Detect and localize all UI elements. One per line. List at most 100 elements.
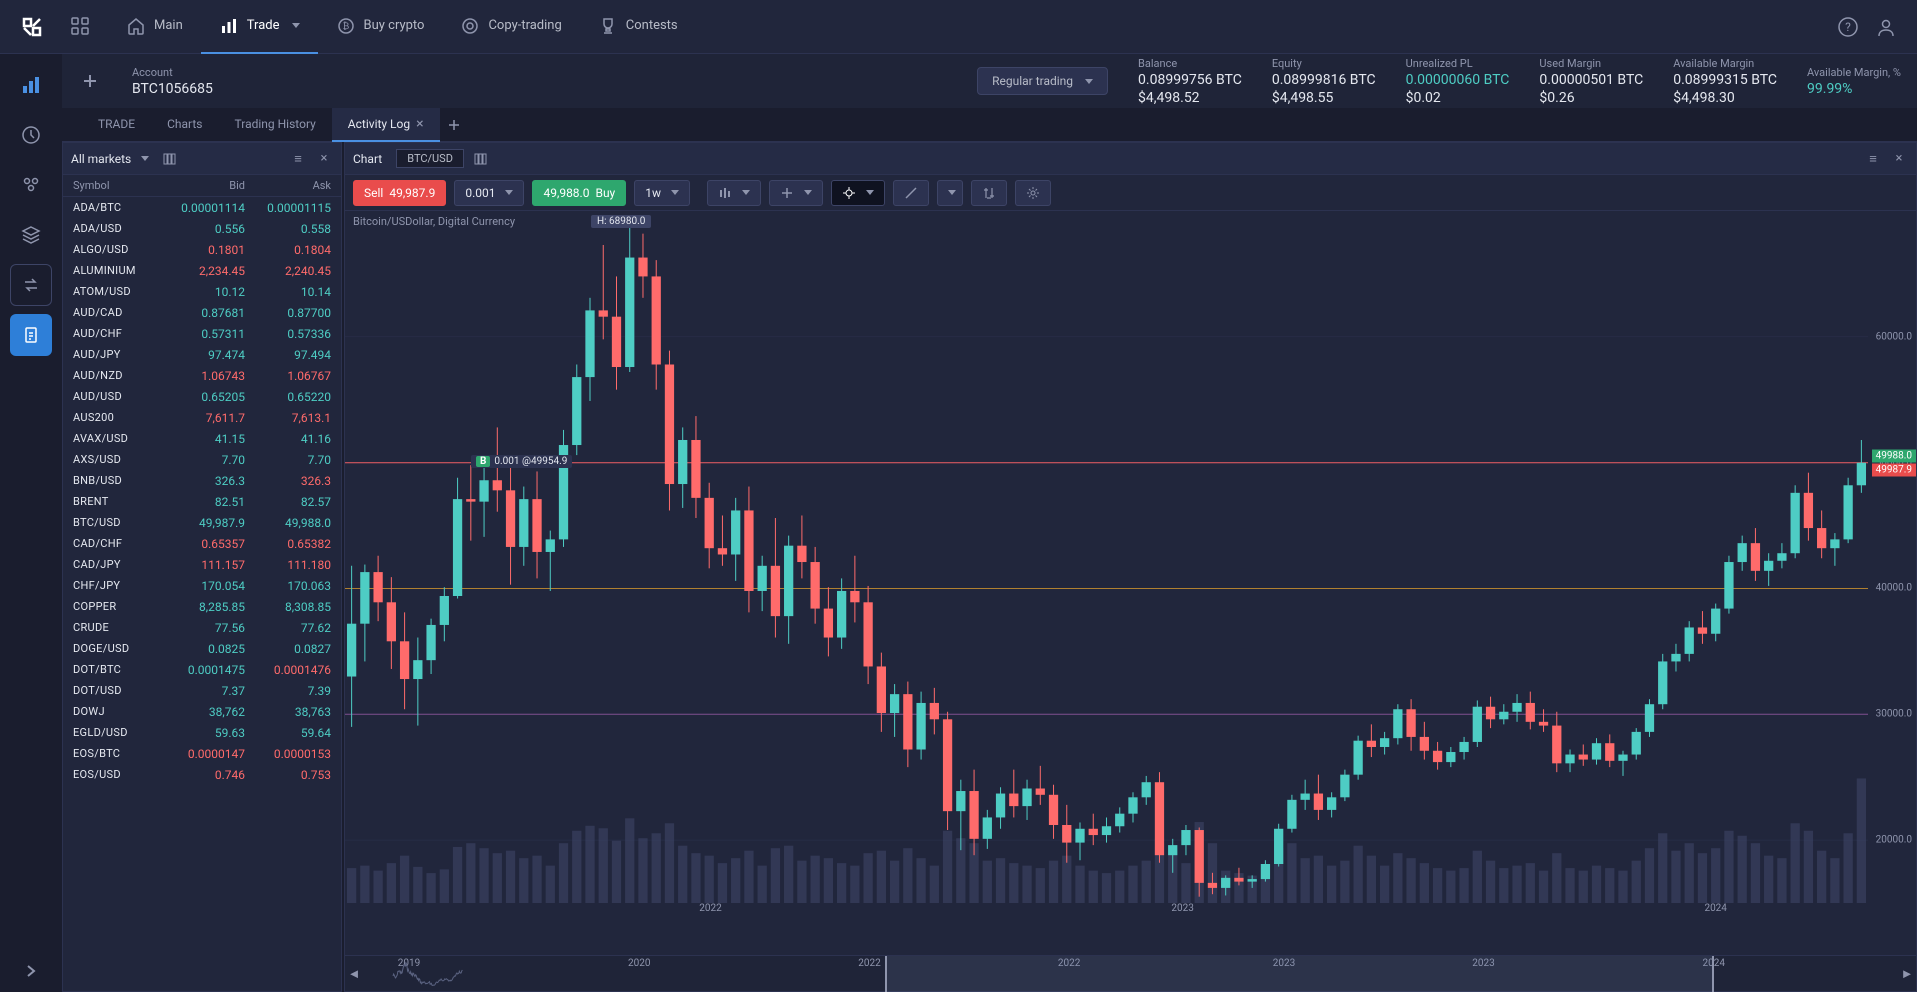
table-row[interactable]: AUD/CHF0.573110.57336 — [63, 323, 341, 344]
nav-right-arrow[interactable]: ► — [1898, 956, 1916, 992]
nav-left-arrow[interactable]: ◄ — [345, 956, 363, 992]
chart-symbol[interactable]: BTC/USD — [396, 149, 464, 168]
indicators-button[interactable] — [971, 180, 1007, 206]
table-row[interactable]: AUS2007,611.77,613.1 — [63, 407, 341, 428]
account-label: Account — [132, 66, 213, 79]
col-ask: Ask — [245, 179, 331, 192]
used-margin-btc: 0.00000501 BTC — [1539, 72, 1643, 88]
add-symbol-icon[interactable] — [472, 150, 490, 168]
chart-navigator[interactable]: ◄ 2019202020222022202320232024 ► — [345, 955, 1916, 991]
pl-label: Unrealized PL — [1406, 57, 1510, 70]
table-row[interactable]: DOWJ38,76238,763 — [63, 701, 341, 722]
drawing-button[interactable] — [893, 180, 929, 206]
table-row[interactable]: AUD/NZD1.067431.06767 — [63, 365, 341, 386]
rail-clock[interactable] — [10, 114, 52, 156]
rail-transfer[interactable] — [10, 264, 52, 306]
table-row[interactable]: EOS/BTC0.00001470.0000153 — [63, 743, 341, 764]
profile-icon[interactable] — [1867, 8, 1905, 46]
add-tab-button[interactable] — [444, 115, 464, 135]
tab-history[interactable]: Trading History — [219, 108, 332, 142]
table-row[interactable]: CRUDE77.5677.62 — [63, 617, 341, 638]
table-row[interactable]: ADA/BTC0.000011140.00001115 — [63, 197, 341, 218]
table-row[interactable]: CAD/JPY111.157111.180 — [63, 554, 341, 575]
chart-canvas[interactable] — [345, 211, 1916, 955]
table-row[interactable]: BTC/USD49,987.949,988.0 — [63, 512, 341, 533]
trading-type-select[interactable]: Regular trading — [977, 67, 1108, 95]
table-row[interactable]: DOT/USD7.377.39 — [63, 680, 341, 701]
table-row[interactable]: EOS/USD0.7460.753 — [63, 764, 341, 785]
order-marker[interactable]: B 0.001 @49954.9 — [471, 455, 572, 468]
balance-label: Balance — [1138, 57, 1242, 70]
timeframe-select[interactable]: 1w — [634, 180, 690, 206]
buy-badge: B — [476, 456, 490, 467]
watchlist-panel: All markets ≡ × Symbol Bid Ask ADA/BTC0.… — [62, 142, 342, 992]
nav-main[interactable]: Main — [108, 0, 201, 54]
table-row[interactable]: ALGO/USD0.18010.1804 — [63, 239, 341, 260]
columns-icon[interactable] — [161, 150, 179, 168]
left-rail — [0, 54, 62, 992]
equity-btc: 0.08999816 BTC — [1272, 72, 1376, 88]
table-row[interactable]: AUD/CAD0.876810.87700 — [63, 302, 341, 323]
close-icon[interactable]: × — [416, 116, 423, 132]
crosshair-button[interactable] — [831, 180, 885, 206]
account-id[interactable]: BTC1056685 — [132, 81, 213, 97]
table-row[interactable]: AUD/JPY97.47497.494 — [63, 344, 341, 365]
watchlist-body[interactable]: ADA/BTC0.000011140.00001115ADA/USD0.5560… — [63, 197, 341, 991]
rail-layers[interactable] — [10, 214, 52, 256]
buy-button[interactable]: 49,988.0 Buy — [532, 180, 626, 206]
nav-contests[interactable]: Contests — [580, 0, 696, 54]
avail-margin-btc: 0.08999315 BTC — [1673, 72, 1777, 88]
table-row[interactable]: BRENT82.5182.57 — [63, 491, 341, 512]
svg-text:₿: ₿ — [342, 21, 349, 32]
add-account-button[interactable] — [78, 69, 102, 93]
settings-button[interactable] — [1015, 180, 1051, 206]
rail-people[interactable] — [10, 164, 52, 206]
table-row[interactable]: DOT/BTC0.00014750.0001476 — [63, 659, 341, 680]
close-panel-icon[interactable]: × — [1890, 150, 1908, 168]
table-row[interactable]: ATOM/USD10.1210.14 — [63, 281, 341, 302]
rail-clipboard[interactable] — [10, 314, 52, 356]
table-row[interactable]: EGLD/USD59.6359.64 — [63, 722, 341, 743]
nav-track[interactable]: 2019202020222022202320232024 — [363, 956, 1898, 992]
close-panel-icon[interactable]: × — [315, 150, 333, 168]
avail-pct-label: Available Margin, % — [1807, 66, 1901, 79]
drawing-more[interactable] — [937, 180, 963, 206]
chart-body[interactable]: Bitcoin/USDollar, Digital Currency H: 68… — [345, 211, 1916, 955]
watchlist-title[interactable]: All markets — [71, 152, 149, 166]
rail-expand[interactable] — [10, 950, 52, 992]
svg-text:?: ? — [1845, 20, 1851, 34]
table-row[interactable]: COPPER8,285.858,308.85 — [63, 596, 341, 617]
menu-icon[interactable]: ≡ — [289, 150, 307, 168]
tab-trade[interactable]: TRADE — [82, 108, 151, 142]
nav-trade[interactable]: Trade — [201, 0, 318, 54]
nav-buy-crypto[interactable]: ₿ Buy crypto — [318, 0, 443, 54]
help-icon[interactable]: ? — [1829, 8, 1867, 46]
table-row[interactable]: CAD/CHF0.653570.65382 — [63, 533, 341, 554]
compare-button[interactable] — [769, 180, 823, 206]
table-row[interactable]: AVAX/USD41.1541.16 — [63, 428, 341, 449]
home-icon — [126, 16, 146, 36]
nav-copy-trading[interactable]: Copy-trading — [442, 0, 579, 54]
nav-copy-trading-label: Copy-trading — [488, 18, 561, 33]
tab-charts[interactable]: Charts — [151, 108, 218, 142]
table-row[interactable]: ALUMINIUM2,234.452,240.45 — [63, 260, 341, 281]
chevron-down-icon — [292, 23, 300, 28]
nav-contests-label: Contests — [626, 18, 678, 33]
table-row[interactable]: AXS/USD7.707.70 — [63, 449, 341, 470]
chevron-down-icon — [742, 190, 750, 195]
table-row[interactable]: DOGE/USD0.08250.0827 — [63, 638, 341, 659]
table-row[interactable]: AUD/USD0.652050.65220 — [63, 386, 341, 407]
logo[interactable] — [12, 15, 52, 39]
tab-activity[interactable]: Activity Log × — [332, 108, 440, 142]
menu-icon[interactable]: ≡ — [1864, 150, 1882, 168]
chevron-down-icon — [1085, 79, 1093, 84]
rail-chart[interactable] — [10, 64, 52, 106]
candle-style-button[interactable] — [707, 180, 761, 206]
sell-button[interactable]: Sell 49,987.9 — [353, 180, 446, 206]
volume-select[interactable]: 0.001 — [454, 180, 524, 206]
table-row[interactable]: ADA/USD0.5560.558 — [63, 218, 341, 239]
table-row[interactable]: BNB/USD326.3326.3 — [63, 470, 341, 491]
apps-icon[interactable] — [52, 0, 108, 54]
table-row[interactable]: CHF/JPY170.054170.063 — [63, 575, 341, 596]
pl-btc: 0.00000060 BTC — [1406, 72, 1510, 88]
